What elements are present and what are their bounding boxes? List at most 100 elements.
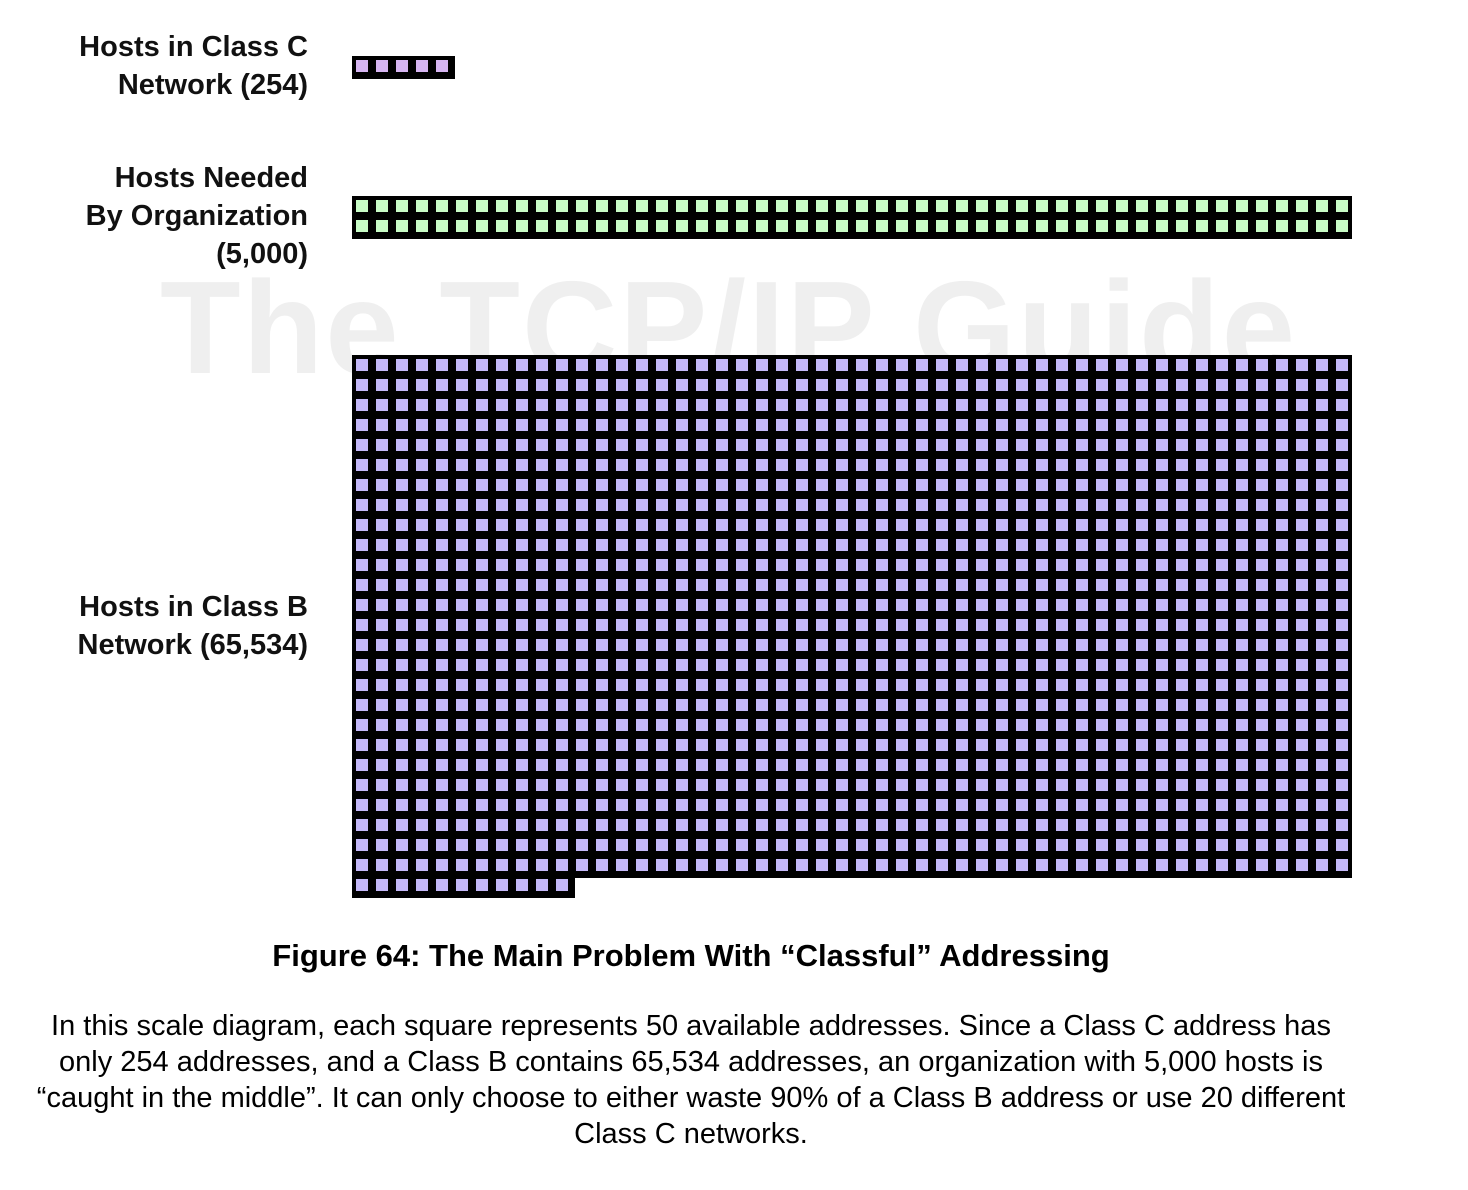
address-square — [496, 619, 508, 631]
address-square — [556, 539, 568, 551]
address-square — [1116, 439, 1128, 451]
address-square — [596, 559, 608, 571]
address-square — [1216, 519, 1228, 531]
label-hosts-needed-line2: By Organization — [85, 200, 308, 232]
address-square — [1316, 419, 1328, 431]
address-square — [1296, 719, 1308, 731]
address-square — [536, 639, 548, 651]
address-square — [936, 599, 948, 611]
address-square — [796, 379, 808, 391]
address-square — [416, 60, 428, 72]
address-square — [956, 419, 968, 431]
address-square — [736, 699, 748, 711]
address-square — [756, 859, 768, 871]
address-square — [596, 659, 608, 671]
address-square — [1296, 220, 1308, 232]
address-square — [616, 479, 628, 491]
address-square — [1056, 639, 1068, 651]
address-square — [416, 200, 428, 212]
address-square — [376, 359, 388, 371]
address-square — [1196, 619, 1208, 631]
address-square — [576, 439, 588, 451]
address-square — [1056, 459, 1068, 471]
address-square — [1196, 519, 1208, 531]
address-square — [756, 519, 768, 531]
address-square — [1176, 819, 1188, 831]
address-square — [776, 479, 788, 491]
address-square — [936, 799, 948, 811]
address-square — [1176, 859, 1188, 871]
address-square — [996, 799, 1008, 811]
address-square — [816, 479, 828, 491]
address-square — [1276, 639, 1288, 651]
address-square — [1116, 459, 1128, 471]
address-square — [1016, 799, 1028, 811]
address-square — [1256, 519, 1268, 531]
address-square — [456, 419, 468, 431]
address-square — [556, 819, 568, 831]
address-square — [1296, 459, 1308, 471]
address-square — [1276, 559, 1288, 571]
address-square — [776, 679, 788, 691]
address-square — [616, 399, 628, 411]
address-square — [816, 379, 828, 391]
address-square — [656, 519, 668, 531]
address-square — [896, 220, 908, 232]
address-square — [976, 459, 988, 471]
address-square — [736, 459, 748, 471]
address-square — [456, 699, 468, 711]
address-square — [1136, 719, 1148, 731]
address-square — [716, 200, 728, 212]
address-square — [1156, 479, 1168, 491]
address-square — [456, 200, 468, 212]
address-square — [816, 699, 828, 711]
address-square — [676, 859, 688, 871]
address-square — [676, 639, 688, 651]
address-square — [1216, 859, 1228, 871]
address-square — [596, 479, 608, 491]
address-square — [876, 719, 888, 731]
address-square — [536, 799, 548, 811]
address-square — [656, 220, 668, 232]
address-square — [876, 519, 888, 531]
address-square — [1256, 539, 1268, 551]
address-square — [1156, 739, 1168, 751]
address-square — [1236, 379, 1248, 391]
address-square — [596, 539, 608, 551]
address-square — [1096, 200, 1108, 212]
address-square — [1136, 819, 1148, 831]
address-square — [776, 220, 788, 232]
address-square — [896, 479, 908, 491]
address-square — [356, 559, 368, 571]
address-square — [1076, 799, 1088, 811]
address-square — [636, 799, 648, 811]
address-square — [816, 619, 828, 631]
address-square — [1236, 579, 1248, 591]
address-square — [956, 559, 968, 571]
address-square — [636, 419, 648, 431]
address-square — [456, 639, 468, 651]
address-square — [756, 719, 768, 731]
address-square — [1036, 859, 1048, 871]
address-square — [636, 379, 648, 391]
address-square — [536, 699, 548, 711]
address-square — [816, 599, 828, 611]
address-square — [1096, 519, 1108, 531]
address-square — [636, 599, 648, 611]
address-square — [716, 839, 728, 851]
address-square — [536, 619, 548, 631]
address-square — [576, 659, 588, 671]
address-square — [996, 819, 1008, 831]
address-square — [356, 659, 368, 671]
address-square — [1196, 220, 1208, 232]
address-square — [756, 399, 768, 411]
address-square — [976, 639, 988, 651]
address-square — [496, 639, 508, 651]
address-square — [836, 639, 848, 651]
address-square — [616, 539, 628, 551]
address-square — [616, 839, 628, 851]
address-square — [616, 699, 628, 711]
address-square — [1116, 559, 1128, 571]
address-square — [856, 439, 868, 451]
address-square — [936, 759, 948, 771]
